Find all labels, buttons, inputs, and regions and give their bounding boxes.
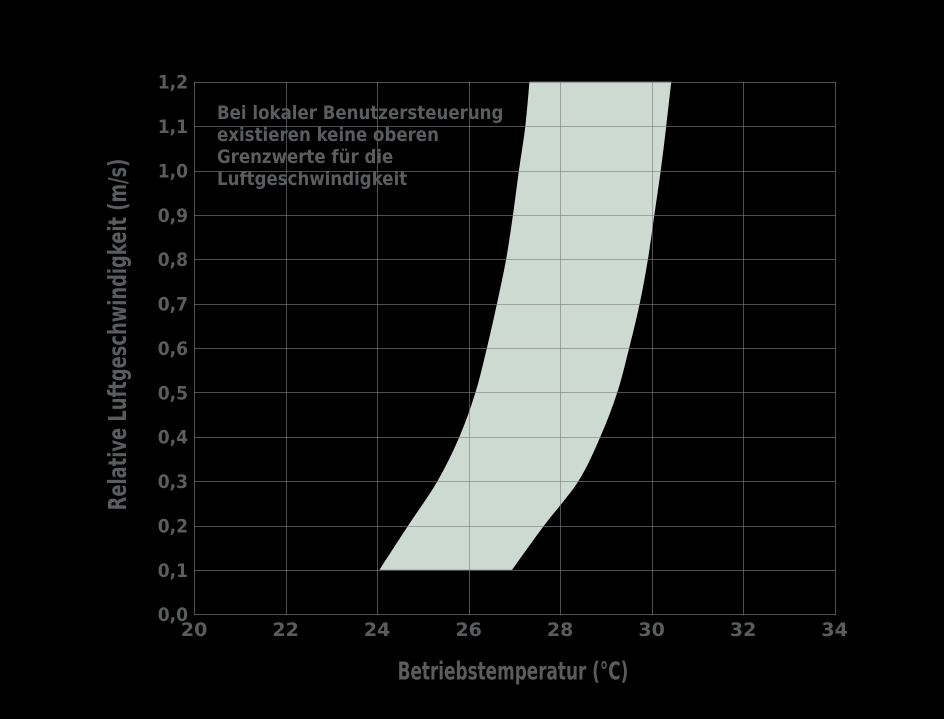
annotation-line-4: Luftgeschwindigkeit bbox=[217, 168, 408, 190]
y-tick-label: 1,1 bbox=[158, 116, 188, 138]
y-tick-label: 0,7 bbox=[158, 294, 188, 316]
x-tick-label: 26 bbox=[455, 619, 481, 641]
y-tick-label: 0,1 bbox=[158, 560, 188, 582]
y-tick-label: 1,0 bbox=[158, 161, 188, 183]
y-tick-label: 0,8 bbox=[158, 249, 188, 271]
y-tick-labels: 0,0 0,1 0,2 0,3 0,4 0,5 0,6 0,7 0,8 0,9 1,0 1,1 1,2 bbox=[158, 72, 188, 627]
y-tick-label: 0,2 bbox=[158, 516, 188, 538]
y-tick-label: 0,6 bbox=[158, 338, 188, 360]
y-tick-label: 0,4 bbox=[158, 427, 188, 449]
comfort-band bbox=[379, 81, 672, 570]
y-axis-title: Relative Luftgeschwindigkeit (m/s) bbox=[104, 159, 133, 511]
annotation-line-3: Grenzwerte für die bbox=[217, 146, 393, 168]
x-tick-label: 30 bbox=[638, 619, 664, 641]
x-tick-label: 20 bbox=[181, 619, 207, 641]
annotation-line-1: Bei lokaler Benutzersteuerung bbox=[217, 102, 503, 124]
gridlines bbox=[194, 81, 836, 616]
x-tick-label: 34 bbox=[821, 619, 847, 641]
y-tick-label: 0,3 bbox=[158, 471, 188, 493]
x-tick-label: 24 bbox=[364, 619, 390, 641]
x-tick-label: 32 bbox=[730, 619, 756, 641]
comfort-band-area bbox=[379, 81, 672, 570]
annotation-note: Bei lokaler Benutzersteuerung existieren… bbox=[217, 102, 503, 190]
annotation-line-2: existieren keine oberen bbox=[217, 124, 439, 146]
y-tick-label: 0,0 bbox=[158, 604, 188, 626]
y-tick-label: 0,9 bbox=[158, 205, 188, 227]
x-axis-title: Betriebstemperatur (°C) bbox=[398, 657, 629, 686]
x-tick-labels: 20 22 24 26 28 30 32 34 bbox=[181, 619, 848, 641]
x-tick-label: 22 bbox=[272, 619, 298, 641]
y-tick-label: 1,2 bbox=[158, 72, 188, 94]
x-tick-label: 28 bbox=[547, 619, 573, 641]
y-tick-label: 0,5 bbox=[158, 382, 188, 404]
